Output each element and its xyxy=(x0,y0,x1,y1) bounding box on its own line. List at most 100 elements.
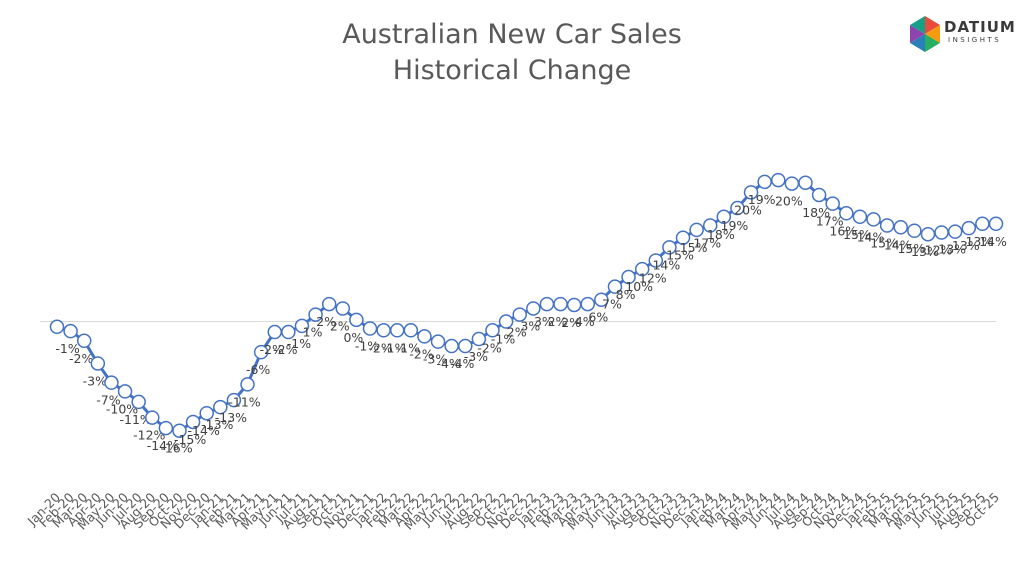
data-label: -1% xyxy=(491,332,515,347)
plot-area: Jan-20-1%Feb-20-2%Mar-20-3%Apr-20-7%May-… xyxy=(24,172,1007,533)
data-point xyxy=(920,226,936,242)
data-point xyxy=(947,224,963,239)
data-label: -1% xyxy=(355,339,379,354)
data-point xyxy=(444,338,459,354)
data-point xyxy=(539,296,555,312)
data-point xyxy=(580,296,595,312)
data-point xyxy=(743,185,759,200)
data-label: 7% xyxy=(602,297,622,312)
data-label: -4% xyxy=(436,356,460,371)
data-label: 13% xyxy=(965,234,993,249)
data-point xyxy=(975,216,990,232)
data-point xyxy=(825,196,840,211)
data-point xyxy=(240,377,255,392)
series-line xyxy=(56,178,996,433)
data-label: 2% xyxy=(561,315,581,330)
data-label: 2% xyxy=(548,314,568,329)
data-point xyxy=(104,375,119,390)
data-point xyxy=(852,209,868,225)
data-point xyxy=(798,175,813,190)
data-label: -7% xyxy=(96,393,120,408)
data-point xyxy=(389,323,405,338)
data-point xyxy=(90,356,106,371)
data-label: -13% xyxy=(201,417,233,432)
data-point xyxy=(689,222,704,238)
data-label: -2% xyxy=(477,340,501,355)
data-label: 14% xyxy=(857,229,885,244)
data-label: -1% xyxy=(55,341,79,356)
data-point xyxy=(117,384,133,399)
data-label: -11% xyxy=(120,412,152,427)
data-label: -2% xyxy=(409,346,433,361)
chart-title: Australian New Car Sales Historical Chan… xyxy=(342,19,682,86)
data-point xyxy=(866,212,881,227)
data-point xyxy=(308,307,323,322)
data-label: 15% xyxy=(843,227,871,242)
data-label: 1% xyxy=(303,325,323,340)
data-label: -11% xyxy=(228,394,260,409)
data-point xyxy=(76,333,92,349)
data-label: 15% xyxy=(666,248,694,263)
data-point xyxy=(879,218,895,233)
data-label: 2% xyxy=(316,314,336,329)
data-point xyxy=(634,261,650,277)
data-label: -12% xyxy=(133,428,165,443)
data-point xyxy=(199,405,214,421)
data-label: 18% xyxy=(707,227,735,242)
data-point xyxy=(757,174,772,190)
data-point xyxy=(281,324,296,340)
data-label: 20% xyxy=(775,194,803,209)
data-point xyxy=(321,296,337,312)
data-label: 10% xyxy=(625,279,653,294)
data-label: 14% xyxy=(884,237,912,252)
data-point xyxy=(213,399,228,415)
data-point xyxy=(253,344,269,360)
data-label: 0% xyxy=(343,330,363,345)
data-point xyxy=(893,220,908,235)
datium-logo: DATIUM INSIGHTS xyxy=(908,14,1020,54)
data-point xyxy=(811,187,827,203)
data-point xyxy=(49,319,65,335)
data-label: 19% xyxy=(748,192,776,207)
data-label: 15% xyxy=(897,241,925,256)
data-point xyxy=(566,297,582,313)
data-label: 6% xyxy=(588,310,608,325)
data-point xyxy=(512,307,527,322)
data-point xyxy=(267,324,282,340)
data-point xyxy=(226,392,242,408)
data-point xyxy=(145,410,160,425)
data-point xyxy=(594,292,609,307)
data-label: -2% xyxy=(273,342,297,357)
data-label: 16% xyxy=(829,223,857,238)
data-label: -14% xyxy=(188,423,220,438)
data-point xyxy=(961,220,977,236)
data-point xyxy=(362,321,378,336)
data-label: 14% xyxy=(979,234,1007,249)
data-point xyxy=(621,269,636,285)
data-point xyxy=(471,331,487,347)
data-point xyxy=(730,200,745,216)
data-point xyxy=(172,423,187,438)
data-point xyxy=(158,420,174,436)
data-label: 12% xyxy=(925,242,953,257)
data-point xyxy=(934,225,949,240)
data-label: -2% xyxy=(69,351,93,366)
data-point xyxy=(607,279,623,294)
data-label: 15% xyxy=(870,236,898,251)
data-point xyxy=(648,253,664,268)
data-point xyxy=(839,206,854,221)
data-label: -15% xyxy=(174,432,206,447)
data-label: -3% xyxy=(464,349,488,364)
data-point xyxy=(498,314,514,329)
logo-subtitle: INSIGHTS xyxy=(948,36,1002,44)
data-point xyxy=(675,230,691,245)
data-point xyxy=(458,338,473,354)
data-point xyxy=(335,301,351,316)
data-label: 3% xyxy=(534,314,554,329)
data-label: 8% xyxy=(616,287,636,302)
data-label: -1% xyxy=(396,340,420,355)
data-point xyxy=(526,301,541,316)
data-point xyxy=(662,240,677,255)
data-point xyxy=(784,176,800,191)
